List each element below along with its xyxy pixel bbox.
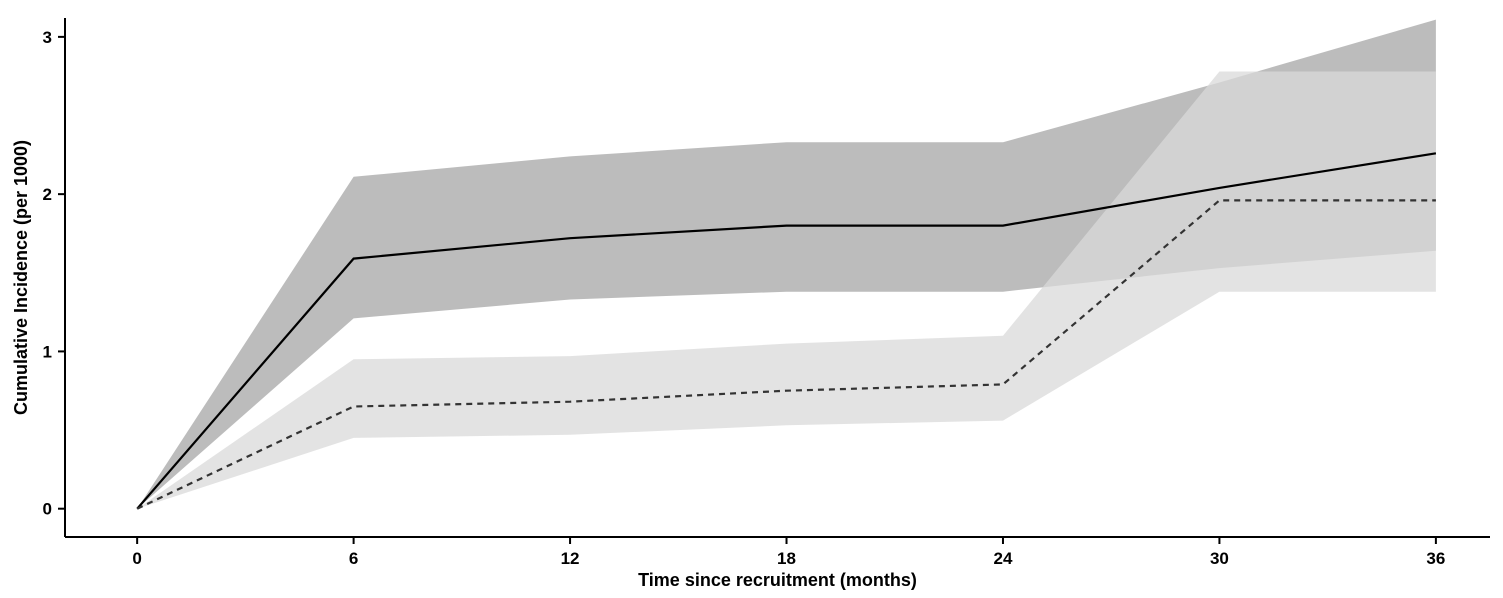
y-ticks: 0 1 2 3 [43, 28, 65, 519]
series-line-2 [136, 199, 1436, 510]
axes [64, 18, 1490, 538]
x-tick-label: 0 [132, 549, 141, 568]
x-tick-label: 18 [777, 549, 796, 568]
y-tick-label: 1 [43, 342, 52, 361]
x-axis-title: Time since recruitment (months) [638, 570, 917, 590]
x-tick-label: 36 [1426, 549, 1445, 568]
x-tick-label: 30 [1210, 549, 1229, 568]
confidence-band-1 [137, 19, 1436, 509]
x-tick-label: 24 [994, 549, 1013, 568]
y-tick-label: 3 [43, 28, 52, 47]
x-tick-label: 6 [349, 549, 358, 568]
x-tick-label: 12 [561, 549, 580, 568]
confidence-band-2 [137, 71, 1436, 509]
y-axis-title: Cumulative Incidence (per 1000) [11, 140, 31, 415]
confidence-bands [137, 19, 1436, 509]
series-line-1 [136, 152, 1437, 510]
x-ticks: 0 6 12 18 24 30 36 [132, 537, 1445, 568]
y-tick-label: 0 [43, 500, 52, 519]
y-tick-label: 2 [43, 185, 52, 204]
series-lines [136, 152, 1437, 510]
